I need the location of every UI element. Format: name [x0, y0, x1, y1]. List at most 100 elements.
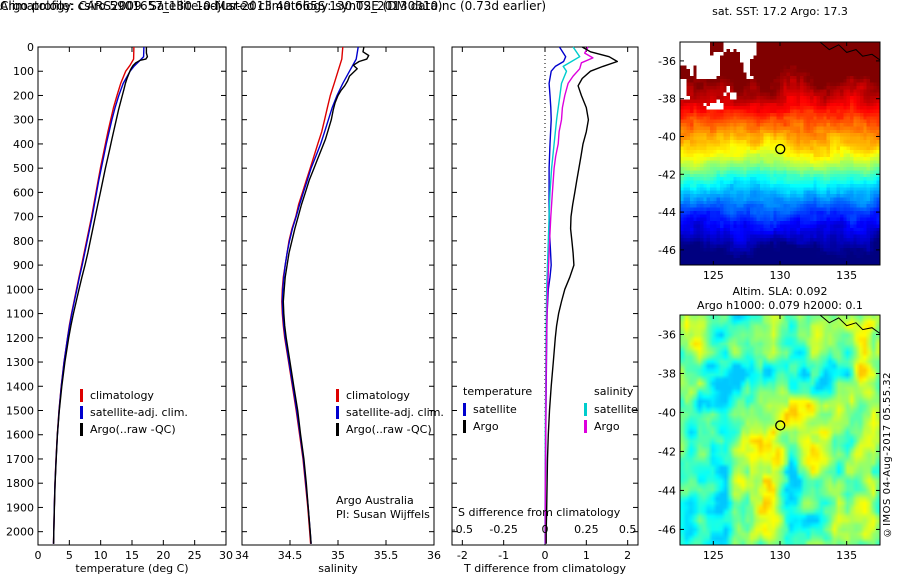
salinity-axis-label: salinity: [318, 562, 358, 575]
depth-tick-label: 900: [13, 259, 34, 272]
legend-label: satellite-adj. clim.: [346, 406, 444, 419]
depth-tick-label: 300: [13, 114, 34, 127]
lon-tick-label: 135: [836, 269, 857, 282]
map-sst: 125 130 135 -36 -38 -40 -42 -44 -46: [658, 41, 881, 282]
depth-tick-label: 1200: [6, 332, 34, 345]
x-tick-label: 30: [219, 549, 233, 562]
x-tick-label: 0: [35, 549, 42, 562]
depth-tick-label: 500: [13, 162, 34, 175]
lat-tick-label: -36: [658, 55, 676, 68]
s-difference-legend: salinity satellite Argo: [584, 385, 638, 435]
depth-tick-label: 1600: [6, 429, 34, 442]
x-ticks: 0 5 10 15 20 25 30: [35, 47, 233, 562]
series-climatology: [281, 46, 344, 544]
s-satellite-line-swatch: [584, 403, 587, 416]
s-axis-tick-label: 0: [542, 523, 549, 536]
y-ticks: [242, 46, 434, 533]
imos-watermark: ©IMOS 04-Aug-2017 05.55.32: [882, 372, 893, 538]
s-argo-line-swatch: [584, 420, 587, 433]
legend-item: Argo: [584, 418, 638, 435]
y-ticks: 0 100 200 300 400 500 600 700 800 900 1000 1100 1200…: [6, 41, 226, 539]
s-axis-tick-label: 0.25: [574, 523, 599, 536]
depth-tick-label: 1500: [6, 405, 34, 418]
sla-map-title-line1: Altim. SLA: 0.092: [732, 285, 828, 298]
t-difference-axis-label: T difference from climatology: [464, 562, 626, 575]
x-tick-label: 5: [66, 549, 73, 562]
map-sla: 125 130 135 -36 -38 -40 -42 -44 -46: [658, 314, 881, 562]
series-s-satellite: [544, 46, 581, 544]
s-difference-axis-label: S difference from climatology: [458, 506, 621, 519]
lon-tick-label: 125: [703, 269, 724, 282]
legend-item: satellite-adj. clim.: [336, 404, 444, 421]
lat-tick-label: -42: [658, 445, 676, 458]
salinity-legend: climatology satellite-adj. clim. Argo(..…: [336, 387, 444, 438]
x-tick-label: 34.5: [278, 549, 303, 562]
lat-tick-label: -46: [658, 523, 676, 536]
t-difference-legend: temperature satellite Argo: [463, 385, 532, 435]
x-tick-label: 36: [427, 549, 441, 562]
depth-tick-label: 600: [13, 186, 34, 199]
s-axis-tick-label: -0.5: [452, 523, 473, 536]
depth-tick-label: 800: [13, 235, 34, 248]
x-ticks: -2 -1 0 1 2: [457, 47, 631, 562]
annotation-pi: PI: Susan Wijffels: [336, 508, 430, 521]
x-tick-label: 35: [331, 549, 345, 562]
lon-tick-label: 135: [836, 549, 857, 562]
climatology-line-swatch: [80, 389, 83, 402]
depth-tick-label: 1100: [6, 308, 34, 321]
climatology-line-swatch: [336, 389, 339, 402]
legend-item: satellite: [463, 401, 532, 418]
axis-box: [241, 46, 435, 546]
x-tick-label: 2: [624, 549, 631, 562]
axis-box: [37, 46, 227, 546]
depth-tick-label: 1900: [6, 501, 34, 514]
annotation-argo-australia: Argo Australia: [336, 494, 414, 507]
series-argo-raw-qc-: [52, 47, 149, 544]
x-tick-label: 25: [188, 549, 202, 562]
legend-label: Argo(..raw -QC): [346, 423, 432, 436]
argo-line-swatch: [336, 423, 339, 436]
sst-map-title: sat. SST: 17.2 Argo: 17.3: [712, 5, 848, 18]
sla-map-title-line2: Argo h1000: 0.079 h2000: 0.1: [697, 299, 863, 312]
lat-tick-label: -44: [658, 484, 676, 497]
lat-tick-label: -42: [658, 168, 676, 181]
depth-tick-label: 1800: [6, 477, 34, 490]
panel-difference: -2 -1 0 1 2 -0.5 -0.25 0 0.25 0.5: [451, 46, 639, 562]
legend-item: Argo: [463, 418, 532, 435]
depth-tick-label: 1400: [6, 380, 34, 393]
depth-tick-label: 400: [13, 138, 34, 151]
panel-temperature: 0 5 10 15 20 25 300100200300400500600700800900…: [6, 41, 233, 562]
satellite-clim-line-swatch: [336, 406, 339, 419]
legend-item: Argo(..raw -QC): [80, 421, 188, 438]
x-tick-label: 34: [235, 549, 249, 562]
main-title: Argo profile: csiro 5901657_180 10-Mar-2…: [0, 0, 443, 13]
depth-tick-label: 0: [27, 41, 34, 54]
legend-label: Argo(..raw -QC): [90, 423, 176, 436]
x-ticks: 34 34.5 35 35.5 36: [235, 47, 441, 562]
depth-tick-label: 700: [13, 211, 34, 224]
t-satellite-line-swatch: [463, 403, 466, 416]
float-position-marker: [775, 420, 786, 431]
x-tick-label: -1: [498, 549, 509, 562]
legend-item: climatology: [336, 387, 444, 404]
legend-item: Argo(..raw -QC): [336, 421, 444, 438]
legend-header: temperature: [463, 385, 533, 398]
depth-tick-label: 200: [13, 89, 34, 102]
depth-tick-label: 100: [13, 65, 34, 78]
legend-header: salinity: [594, 385, 634, 398]
x-tick-label: 35.5: [374, 549, 399, 562]
lon-tick-label: 130: [770, 549, 791, 562]
s-axis-tick-label: 0.5: [619, 523, 637, 536]
satellite-clim-line-swatch: [80, 406, 83, 419]
x-tick-label: 15: [125, 549, 139, 562]
panel-salinity: 34 34.5 35 35.5 36: [235, 46, 441, 562]
series-argo-raw-qc-: [282, 46, 370, 544]
series-t-argo: [545, 46, 618, 544]
temperature-axis-label: temperature (deg C): [75, 562, 189, 575]
legend-label: satellite: [473, 403, 517, 416]
legend-item: climatology: [80, 387, 188, 404]
t-argo-line-swatch: [463, 420, 466, 433]
lon-tick-label: 125: [703, 549, 724, 562]
